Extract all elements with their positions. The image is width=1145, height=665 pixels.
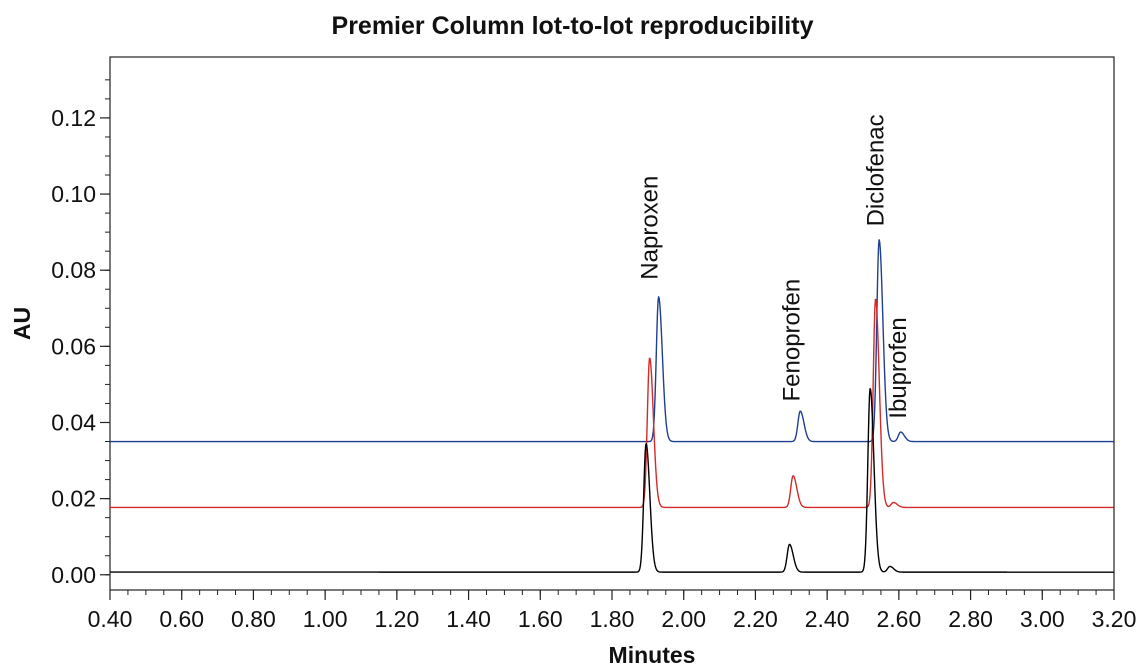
- x-tick-label: 1.20: [374, 606, 419, 632]
- trace-line: [109, 388, 1114, 573]
- y-tick-label: 0.08: [51, 257, 96, 283]
- x-tick-label: 2.60: [876, 606, 921, 632]
- y-axis-title: AU: [9, 307, 35, 340]
- trace-line: [109, 298, 1114, 509]
- x-tick-label: 1.00: [303, 606, 348, 632]
- x-tick-label: 2.00: [661, 606, 706, 632]
- peak-label: Diclofenac: [863, 114, 890, 226]
- x-tick-label: 0.40: [88, 606, 133, 632]
- y-tick-label: 0.00: [51, 562, 96, 588]
- trace-line: [109, 239, 1114, 443]
- chart-title: Premier Column lot-to-lot reproducibilit…: [331, 12, 814, 40]
- plot-frame: [109, 56, 1115, 591]
- x-tick-label: 3.00: [1020, 606, 1065, 632]
- x-tick-label: 0.80: [231, 606, 276, 632]
- x-tick-label: 2.80: [948, 606, 993, 632]
- x-tick-label: 0.60: [159, 606, 204, 632]
- x-axis-title: Minutes: [609, 642, 696, 665]
- x-tick-label: 2.20: [733, 606, 778, 632]
- x-tick-label: 1.40: [446, 606, 491, 632]
- x-tick-label: 2.40: [805, 606, 850, 632]
- x-tick-label: 1.60: [518, 606, 563, 632]
- x-tick-label: 1.80: [590, 606, 635, 632]
- y-tick-label: 0.06: [51, 333, 96, 359]
- y-tick-label: 0.12: [51, 105, 96, 131]
- peak-label: Fenoprofen: [778, 279, 805, 402]
- peak-label: Ibuprofen: [885, 317, 912, 418]
- peak-label: Naproxen: [637, 176, 664, 280]
- y-tick-label: 0.04: [51, 409, 96, 435]
- x-tick-label: 3.20: [1092, 606, 1137, 632]
- y-tick-label: 0.10: [51, 181, 96, 207]
- y-tick-label: 0.02: [51, 486, 96, 512]
